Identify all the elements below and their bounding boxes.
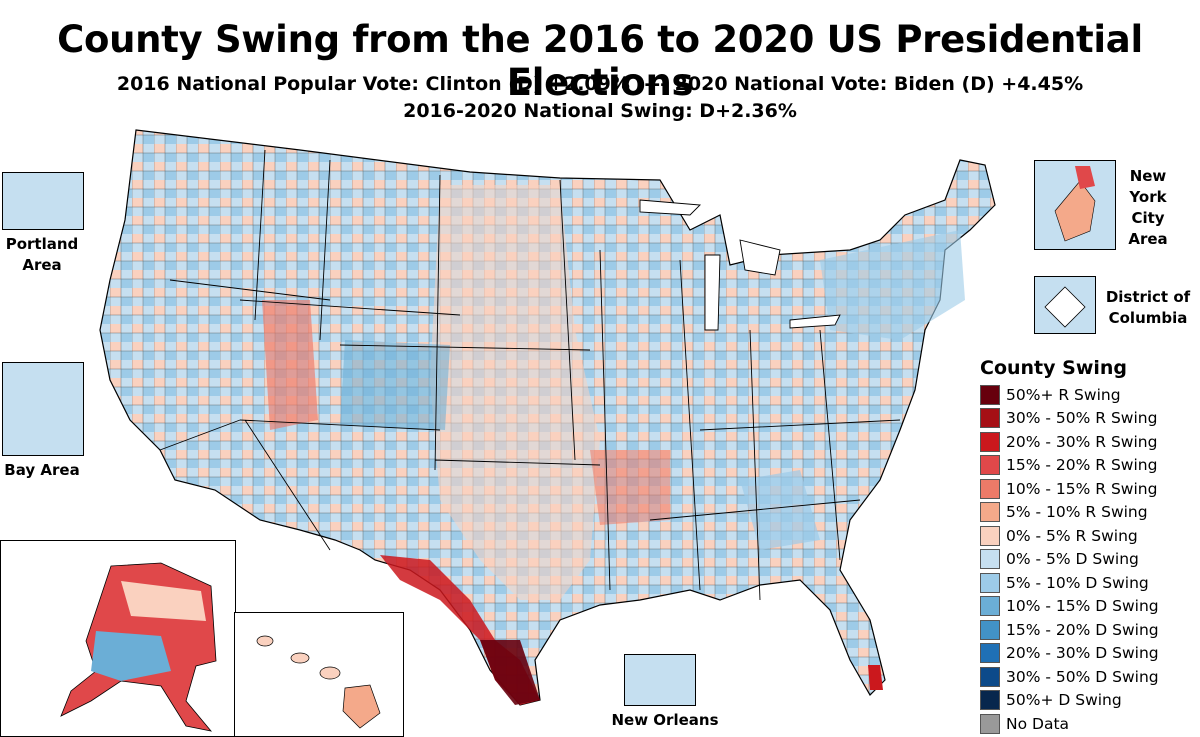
alaska-r-swing-area [121, 581, 206, 621]
state-borders [159, 149, 901, 601]
legend-swatch [980, 713, 1000, 734]
legend-swatch [980, 384, 1000, 405]
legend-label: 20% - 30% R Swing [1006, 432, 1158, 451]
alaska-inset [0, 540, 236, 737]
dc-outline [1044, 286, 1086, 328]
legend-label: 10% - 15% R Swing [1006, 479, 1158, 498]
legend-item: 50%+ D Swing [980, 689, 1195, 713]
legend-label: No Data [1006, 714, 1070, 733]
legend-item: 30% - 50% D Swing [980, 665, 1195, 689]
dc-inset [1034, 276, 1096, 334]
bay-area-inset [2, 362, 84, 456]
legend-swatch [980, 572, 1000, 593]
hawaii-inset [234, 612, 404, 737]
legend-swatch [980, 619, 1000, 640]
northeast-d-swing-region [820, 230, 965, 340]
hawaii-island-2 [290, 652, 310, 664]
legend-label: 50%+ R Swing [1006, 385, 1121, 404]
new-orleans-label: New Orleans [611, 711, 719, 729]
legend-item: 30% - 50% R Swing [980, 407, 1195, 431]
utah-r-swing-region [262, 300, 318, 430]
legend-label: 30% - 50% R Swing [1006, 409, 1158, 428]
legend-swatch [980, 478, 1000, 499]
subtitle-national-swing: 2016-2020 National Swing: D+2.36% [403, 100, 797, 122]
portland-inset [2, 172, 84, 230]
map-title: County Swing from the 2016 to 2020 US Pr… [57, 18, 1143, 104]
legend-label: 0% - 5% D Swing [1006, 550, 1139, 569]
legend-swatch [980, 666, 1000, 687]
portland-label: Portland Area [5, 235, 79, 274]
legend-label: 10% - 15% D Swing [1006, 597, 1159, 616]
nyc-inset [1034, 160, 1116, 250]
legend-item: 0% - 5% R Swing [980, 524, 1195, 548]
south-texas-r-swing-region [480, 640, 540, 705]
bay-area-label: Bay Area [4, 461, 80, 479]
plains-r-swing-region [430, 185, 600, 600]
legend-item: No Data [980, 712, 1195, 736]
legend-label: 15% - 20% D Swing [1006, 620, 1159, 639]
hawaii-island-1 [256, 635, 274, 647]
legend-item: 5% - 10% D Swing [980, 571, 1195, 595]
legend-label: 30% - 50% D Swing [1006, 667, 1159, 686]
legend-swatch [980, 431, 1000, 452]
nyc-label: New York City Area [1118, 166, 1178, 250]
legend-item: 10% - 15% R Swing [980, 477, 1195, 501]
legend-label: 15% - 20% R Swing [1006, 456, 1158, 475]
great-lakes [639, 199, 841, 331]
legend-title: County Swing [980, 357, 1128, 379]
legend: County Swing 50%+ R Swing 30% - 50% R Swi… [980, 357, 1195, 736]
legend-swatch [980, 690, 1000, 711]
new-orleans-inset [624, 654, 696, 706]
miami-r-swing-region [868, 665, 883, 690]
alaska-d-swing-area [91, 631, 171, 681]
legend-swatch [980, 596, 1000, 617]
legend-swatch [980, 549, 1000, 570]
legend-item: 10% - 15% D Swing [980, 595, 1195, 619]
nyc-boroughs [1054, 180, 1096, 242]
arkansas-r-swing-region [590, 450, 670, 525]
legend-swatch [980, 408, 1000, 429]
legend-label: 5% - 10% R Swing [1006, 503, 1148, 522]
hawaii-island-3 [319, 666, 341, 680]
legend-label: 20% - 30% D Swing [1006, 644, 1159, 663]
subtitle-national-vote: 2016 National Popular Vote: Clinton (D) … [116, 73, 1084, 95]
legend-item: 15% - 20% R Swing [980, 454, 1195, 478]
georgia-d-swing-region [740, 470, 820, 550]
legend-label: 50%+ D Swing [1006, 691, 1122, 710]
legend-item: 15% - 20% D Swing [980, 618, 1195, 642]
legend-item: 50%+ R Swing [980, 383, 1195, 407]
hawaii-big-island [342, 684, 381, 729]
legend-swatch [980, 502, 1000, 523]
colorado-d-swing-region [340, 340, 450, 430]
nyc-label-text: New York City Area [1128, 167, 1168, 248]
legend-item: 5% - 10% R Swing [980, 501, 1195, 525]
legend-swatch [980, 643, 1000, 664]
bronx-r-swing [1075, 166, 1095, 189]
legend-item: 20% - 30% R Swing [980, 430, 1195, 454]
legend-item: 20% - 30% D Swing [980, 642, 1195, 666]
legend-swatch [980, 455, 1000, 476]
legend-label: 5% - 10% D Swing [1006, 573, 1149, 592]
legend-item: 0% - 5% D Swing [980, 548, 1195, 572]
legend-label: 0% - 5% R Swing [1006, 526, 1138, 545]
dc-label: District of Columbia [1105, 288, 1191, 327]
legend-swatch [980, 525, 1000, 546]
